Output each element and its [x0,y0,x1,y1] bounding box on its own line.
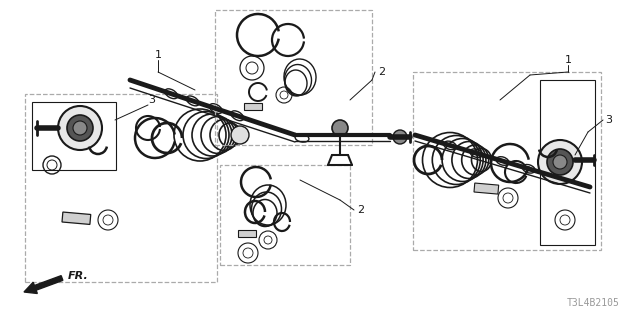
Text: 3: 3 [148,95,156,105]
Text: 3: 3 [605,115,612,125]
Text: T3L4B2105: T3L4B2105 [567,298,620,308]
Text: 1: 1 [564,55,572,65]
Bar [413,72,601,250]
Circle shape [231,126,249,144]
Bar [474,183,499,194]
Circle shape [547,149,573,175]
Circle shape [332,120,348,136]
Text: 2: 2 [378,67,385,77]
Bar [25,94,217,282]
Text: 2: 2 [357,205,364,215]
Bar [32,102,116,170]
Bar [244,103,262,110]
Bar [220,165,350,265]
Circle shape [553,155,567,169]
Circle shape [67,115,93,141]
Bar [62,212,91,224]
Bar [540,80,595,245]
FancyArrow shape [24,276,63,293]
Text: FR.: FR. [68,271,89,281]
Circle shape [58,106,102,150]
Text: 1: 1 [154,50,161,60]
Circle shape [393,130,407,144]
Circle shape [538,140,582,184]
Circle shape [73,121,87,135]
Bar [238,230,256,237]
Bar [215,10,372,145]
